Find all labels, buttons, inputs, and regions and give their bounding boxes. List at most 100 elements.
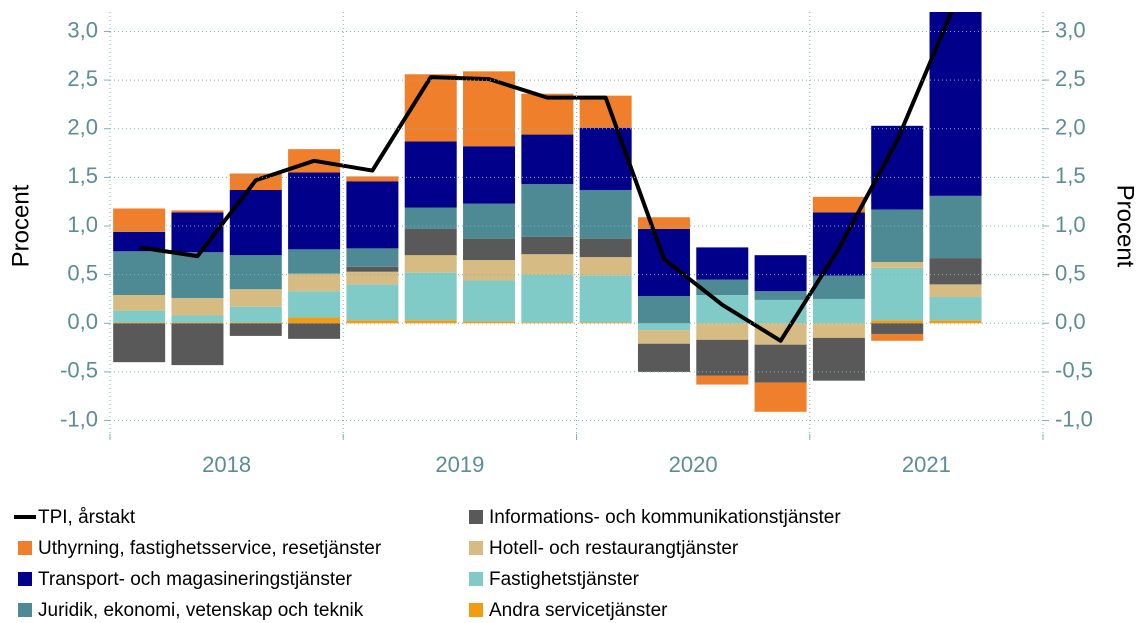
bar-segment bbox=[113, 295, 166, 311]
bar-segment bbox=[171, 315, 224, 323]
y2-tick-label: 0,5 bbox=[1055, 260, 1086, 285]
plot bbox=[113, 12, 982, 412]
bar-segment bbox=[288, 172, 341, 250]
y-tick-label: 1,0 bbox=[67, 212, 98, 237]
y2-tick-label: 1,5 bbox=[1055, 163, 1086, 188]
bar-segment bbox=[171, 210, 224, 213]
bar-segment bbox=[637, 296, 690, 324]
bar-segment bbox=[521, 274, 574, 323]
bar-segment bbox=[637, 330, 690, 344]
bar-segment bbox=[812, 298, 865, 324]
line-series bbox=[138, 12, 954, 343]
legend-swatch bbox=[469, 510, 483, 524]
bar-segment bbox=[929, 297, 982, 321]
bar-segment bbox=[637, 228, 690, 297]
bar-segment bbox=[579, 190, 632, 239]
bar-segment bbox=[579, 322, 632, 324]
bar-segment bbox=[521, 254, 574, 275]
bar-segment bbox=[113, 251, 166, 296]
bar-segment bbox=[463, 71, 516, 147]
bar-segment bbox=[404, 272, 457, 321]
bar-segment bbox=[521, 236, 574, 255]
bar-segment bbox=[229, 190, 282, 256]
bar-segment bbox=[637, 323, 690, 331]
legend-swatch bbox=[469, 603, 483, 617]
bar-segment bbox=[929, 320, 982, 324]
bar-segment bbox=[579, 257, 632, 276]
bar-segment bbox=[754, 382, 807, 412]
bar-segment bbox=[812, 337, 865, 381]
bar-segment bbox=[579, 127, 632, 191]
bar-segment bbox=[463, 321, 516, 324]
bar-segment bbox=[113, 323, 166, 363]
bar-segment bbox=[871, 209, 924, 262]
bar-segment bbox=[929, 12, 982, 196]
bar-segment bbox=[288, 273, 341, 292]
legend-swatch bbox=[18, 572, 32, 586]
x-group-label: 2019 bbox=[435, 452, 484, 477]
bar-segment bbox=[754, 344, 807, 383]
bar-segment bbox=[812, 212, 865, 276]
bar-segment bbox=[229, 306, 282, 323]
bar-segment bbox=[404, 228, 457, 256]
bar-segment bbox=[404, 255, 457, 273]
bar-segment bbox=[113, 208, 166, 232]
bar-segment bbox=[346, 320, 399, 324]
x-group-label: 2020 bbox=[669, 452, 718, 477]
bar-segment bbox=[696, 279, 749, 296]
bar-segment bbox=[113, 231, 166, 252]
bar-segment bbox=[696, 339, 749, 376]
legend-swatch bbox=[18, 541, 32, 555]
bar-segment bbox=[871, 323, 924, 334]
bar-segment bbox=[871, 320, 924, 324]
y-tick-label: 0,5 bbox=[67, 260, 98, 285]
bar-segment bbox=[346, 176, 399, 182]
bar-segment bbox=[346, 271, 399, 285]
bar-segment bbox=[871, 267, 924, 321]
y-tick-label: 2,0 bbox=[67, 115, 98, 140]
bar-segment bbox=[871, 333, 924, 341]
bar-segment bbox=[229, 323, 282, 336]
bar-segment bbox=[812, 196, 865, 213]
legend-label: TPI, årstakt bbox=[38, 507, 136, 528]
legend-label: Transport- och magasineringstjänster bbox=[38, 569, 353, 590]
bar-segment bbox=[346, 181, 399, 249]
bar-segment bbox=[521, 322, 574, 324]
bar-segment bbox=[521, 184, 574, 237]
bar-segment bbox=[696, 323, 749, 340]
legend-swatch bbox=[469, 541, 483, 555]
y-tick-label: 0,0 bbox=[67, 309, 98, 334]
x-group-label: 2021 bbox=[902, 452, 951, 477]
bar-segment bbox=[346, 266, 399, 272]
bar-segment bbox=[929, 284, 982, 298]
y-tick-label: 1,5 bbox=[67, 163, 98, 188]
bar-segment bbox=[171, 322, 224, 324]
bar-segment bbox=[637, 343, 690, 372]
bar-segment bbox=[579, 238, 632, 258]
y-tick-label: -1,0 bbox=[60, 406, 98, 431]
bar-segment bbox=[404, 207, 457, 229]
y-tick-label: 3,0 bbox=[67, 17, 98, 42]
bar-segment bbox=[521, 134, 574, 185]
legend-label: Hotell- och restaurangtjänster bbox=[489, 538, 739, 559]
bar-segment bbox=[579, 275, 632, 323]
bar-segment bbox=[463, 280, 516, 322]
bar-segment bbox=[113, 310, 166, 323]
legend-swatch bbox=[18, 603, 32, 617]
y2-tick-label: 1,0 bbox=[1055, 212, 1086, 237]
legend-swatch bbox=[469, 572, 483, 586]
bar-segment bbox=[463, 146, 516, 204]
bar-segment bbox=[521, 93, 574, 135]
y-tick-label: 2,5 bbox=[67, 66, 98, 91]
bar-segment bbox=[171, 252, 224, 298]
bar-segment bbox=[812, 275, 865, 299]
legend-label: Juridik, ekonomi, vetenskap och teknik bbox=[38, 600, 364, 621]
bar-segment bbox=[463, 203, 516, 239]
y2-tick-label: 2,5 bbox=[1055, 66, 1086, 91]
legend-label: Informations- och kommunikationstjänster bbox=[489, 507, 841, 528]
bar-segment bbox=[696, 375, 749, 385]
y2-axis-label: Procent bbox=[1112, 185, 1139, 268]
bar-segment bbox=[929, 195, 982, 259]
y2-tick-label: -0,5 bbox=[1055, 358, 1093, 383]
